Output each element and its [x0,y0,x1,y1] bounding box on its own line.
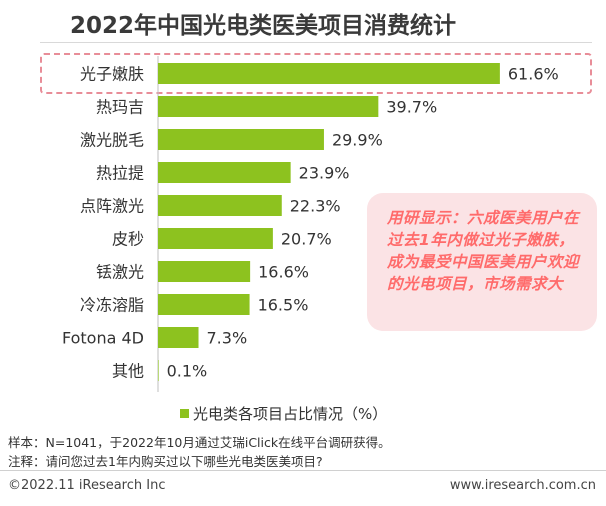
category-label: 铥激光 [96,263,144,282]
sample-note: 样本：N=1041，于2022年10月通过艾瑞iClick在线平台调研获得。 [8,435,391,450]
footer-divider [0,470,606,471]
bar [158,360,159,381]
insight-callout: 用研显示：六成医美用户在过去1年内做过光子嫩肤，成为最受中国医美用户欢迎的光电项… [367,193,597,331]
category-label: Fotona 4D [62,329,144,348]
value-label: 7.3% [207,329,248,348]
legend: 光电类各项目占比情况（%） [180,403,387,424]
bar [158,294,250,315]
bar [158,327,199,348]
value-label: 29.9% [332,131,383,150]
bar [158,162,291,183]
copyright: ©2022.11 iResearch Inc [8,478,166,493]
value-label: 20.7% [281,230,332,249]
category-label: 光子嫩肤 [80,65,144,84]
category-label: 其他 [112,362,144,381]
value-label: 16.6% [258,263,309,282]
legend-swatch [180,409,189,418]
bar [158,96,379,117]
category-label: 热拉提 [96,164,144,183]
value-label: 22.3% [290,197,341,216]
bar-chart: 光子嫩肤 61.6% 热玛吉 39.7% 激光脱毛 29.9% 热拉提 23.9% 点阵激光 22… [62,56,559,392]
bar [158,228,273,249]
bar [158,63,500,84]
title-divider [40,42,592,43]
value-label: 61.6% [508,65,559,84]
highlight-box [40,53,592,94]
value-label: 23.9% [299,164,350,183]
chart-title: 2022年中国光电类医美项目消费统计 [70,13,457,39]
bar [158,129,324,150]
category-label: 点阵激光 [80,197,144,216]
category-label: 激光脱毛 [80,131,144,150]
category-label: 冷冻溶脂 [80,296,144,315]
category-label: 皮秒 [112,230,144,249]
website-link: www.iresearch.com.cn [449,478,596,493]
value-label: 16.5% [258,296,309,315]
value-label: 0.1% [167,362,208,381]
value-label: 39.7% [386,98,437,117]
bar [158,195,282,216]
category-label: 热玛吉 [96,98,144,117]
remark-note: 注释：请问您过去1年内购买过以下哪些光电类医美项目? [8,454,323,469]
legend-label: 光电类各项目占比情况（%） [193,405,388,423]
bar [158,261,251,282]
